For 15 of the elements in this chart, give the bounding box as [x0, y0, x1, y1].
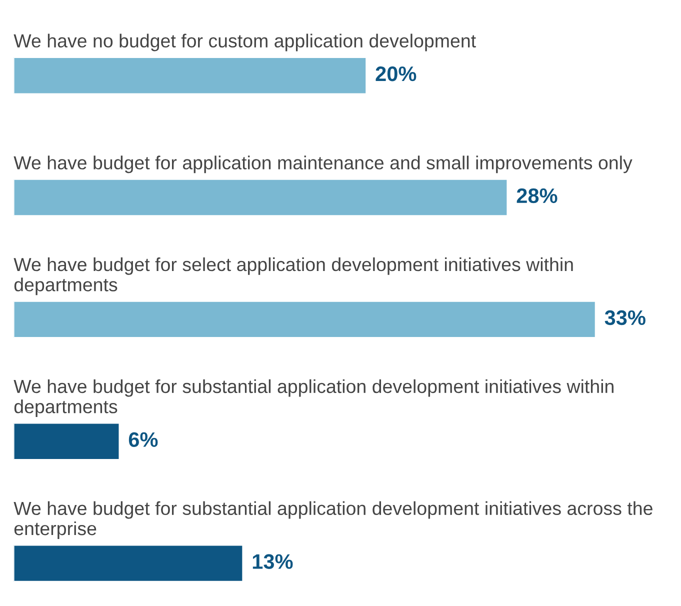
- y-tick-label: We have budget for application maintenance and small improvements only: [14, 156, 632, 174]
- bar: [14, 422, 120, 460]
- y-tick-label: We have budget for substantial application development initiatives within departments: [14, 379, 614, 418]
- y-tick-label: We have no budget for custom application development: [14, 34, 476, 52]
- data-label: 28%: [516, 188, 558, 204]
- data-label: 13%: [252, 554, 293, 569]
- bar: [14, 544, 244, 582]
- bar: [14, 178, 508, 217]
- data-label: 20%: [376, 66, 416, 82]
- bar: [14, 300, 596, 338]
- y-tick-label: We have budget for select application development initiatives within departments: [14, 257, 573, 296]
- bar: [14, 56, 368, 95]
- data-label: 33%: [604, 310, 646, 326]
- data-label: 6%: [128, 432, 158, 447]
- y-tick-label: We have budget for substantial application development initiatives across the enterprise: [14, 501, 652, 539]
